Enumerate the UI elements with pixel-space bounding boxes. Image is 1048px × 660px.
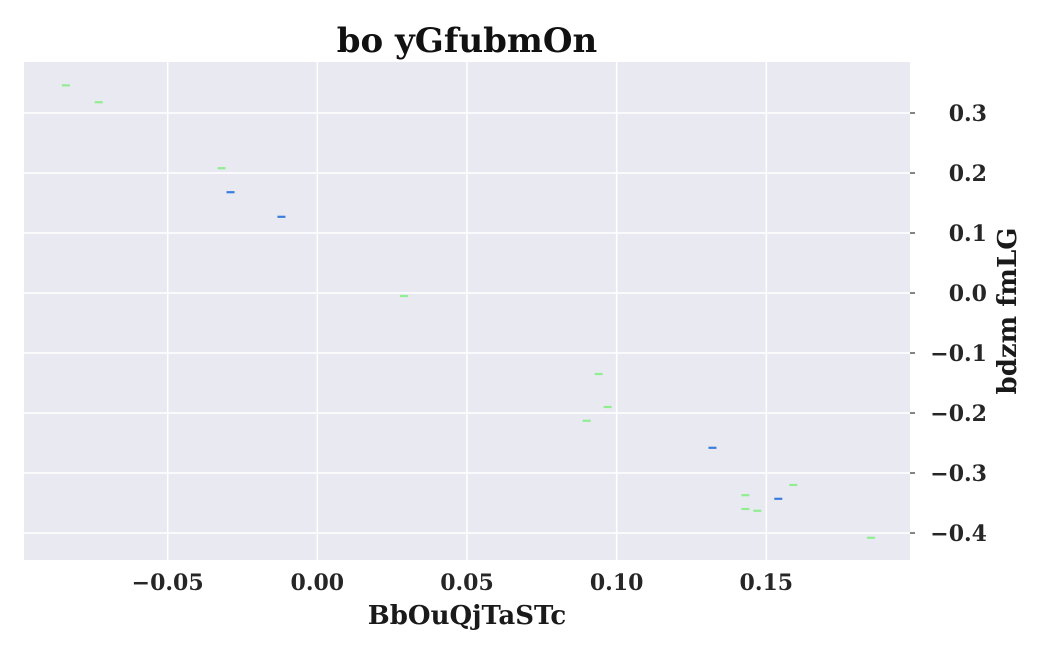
y-tick-label: 0.0 xyxy=(949,281,987,307)
x-tick-label: 0.15 xyxy=(740,570,794,596)
x-tick-label: 0.10 xyxy=(590,570,644,596)
y-tick-label: −0.2 xyxy=(930,401,987,427)
y-axis-label: bdzm fmLG xyxy=(993,228,1023,395)
x-gridlines xyxy=(166,62,768,560)
y-tick-label: −0.4 xyxy=(930,521,987,547)
x-tick-label: −0.05 xyxy=(132,570,204,596)
y-tick-label: 0.3 xyxy=(949,101,987,127)
data-points xyxy=(61,84,876,539)
y-axis-ticks: 0.3 0.2 0.1 0.0 −0.1 −0.2 −0.3 −0.4 xyxy=(910,101,987,547)
y-tick-label: −0.3 xyxy=(930,461,987,487)
y-tick-label: 0.2 xyxy=(949,161,987,187)
y-tick-label: −0.1 xyxy=(930,341,987,367)
x-axis-label: BbOuQjTaSTc xyxy=(368,601,566,631)
chart-title: bo yGfubmOn xyxy=(337,21,598,61)
x-tick-label: 0.00 xyxy=(291,570,345,596)
y-gridlines xyxy=(24,112,910,534)
y-tick-label: 0.1 xyxy=(949,221,987,247)
x-tick-label: 0.05 xyxy=(440,570,494,596)
x-axis-ticks: −0.05 0.00 0.05 0.10 0.15 xyxy=(132,570,793,596)
